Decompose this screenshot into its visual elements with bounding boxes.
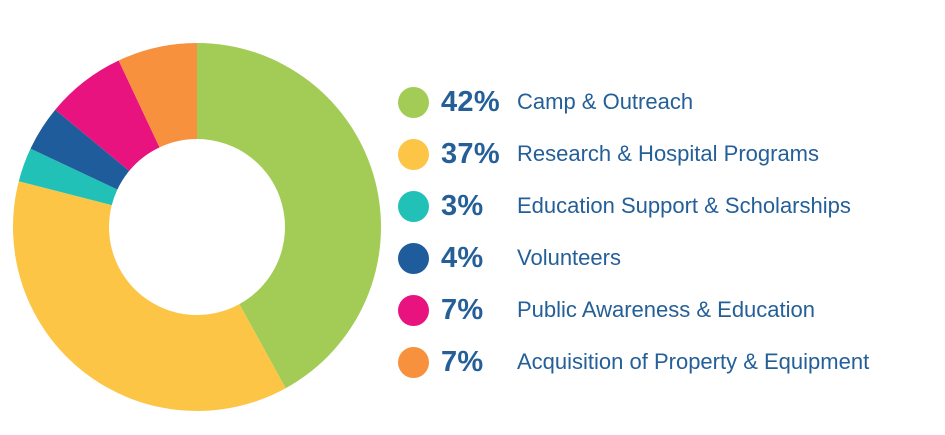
- donut-slice-1: [197, 43, 381, 389]
- legend-swatch: [398, 86, 429, 118]
- legend-label: Camp & Outreach: [517, 89, 694, 114]
- donut-slice-5: [55, 60, 160, 171]
- donut-slice-3: [18, 148, 118, 206]
- legend-item: 7% Public Awareness & Education: [398, 284, 938, 336]
- legend-percentage: 42%: [441, 85, 500, 118]
- donut-slice-2: [13, 181, 286, 411]
- legend-swatch: [398, 190, 429, 222]
- legend-label: Volunteers: [517, 245, 621, 270]
- legend-swatch: [398, 346, 429, 378]
- legend-percentage: 3%: [441, 189, 484, 222]
- legend-percentage: 4%: [441, 241, 484, 274]
- legend-swatch: [398, 294, 429, 326]
- legend-swatch: [398, 138, 429, 170]
- legend-percentage: 37%: [441, 137, 500, 170]
- legend-label: Public Awareness & Education: [517, 297, 815, 322]
- legend-percentage: 7%: [441, 345, 484, 378]
- legend-item: 3% Education Support & Scholarships: [398, 180, 938, 232]
- legend-item: 4% Volunteers: [398, 232, 938, 284]
- legend: 42% Camp & Outreach 37% Research & Hospital…: [398, 76, 938, 388]
- legend-label: Acquisition of Property & Equipment: [517, 349, 870, 374]
- legend-item: 7% Acquisition of Property & Equipment: [398, 336, 938, 388]
- legend-swatch: [398, 242, 429, 274]
- legend-label: Research & Hospital Programs: [517, 141, 820, 166]
- donut-slice-6: [118, 43, 197, 148]
- legend-percentage: 7%: [441, 293, 484, 326]
- legend-item: 42% Camp & Outreach: [398, 76, 938, 128]
- donut-slice-4: [30, 109, 130, 190]
- donut-chart: [13, 43, 381, 411]
- legend-item: 37% Research & Hospital Programs: [398, 128, 938, 180]
- legend-label: Education Support & Scholarships: [517, 193, 851, 218]
